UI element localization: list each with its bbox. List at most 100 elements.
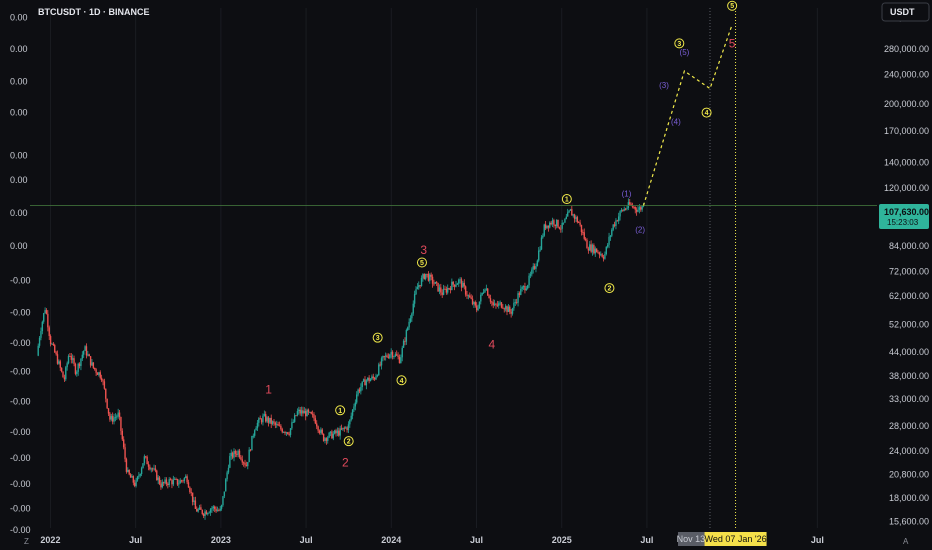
candle-body [94,367,96,370]
candle-body [223,491,226,497]
wave-circle-number: 1 [338,408,342,415]
wave-circle [561,194,572,205]
candle-body [136,476,139,481]
candle-body [260,419,263,423]
candle-body [266,417,268,422]
candle-body [593,245,595,254]
candle-body [153,468,155,470]
wave-circle [396,375,407,386]
candle-body [400,357,402,364]
candle-body [615,220,617,226]
wave-minor-label: (1) [622,189,632,198]
candle-body [569,209,572,211]
candle-body [140,468,143,475]
currency-button-label: USDT [890,7,915,17]
candle-body [193,500,195,502]
candle-body [477,308,479,311]
wave-circle-number: 4 [705,110,709,117]
candle-body [117,412,119,417]
left-axis-tick-label: 0.00 [10,12,28,22]
wave-minor-label: (2) [635,225,645,234]
candle-body [218,510,220,511]
candle-body [584,238,587,240]
candle-body [396,354,398,356]
candle-body [63,377,66,380]
wave-circle-label: 4 [396,375,407,386]
candle-body [364,379,366,386]
candle-body [464,286,467,295]
y-axis-tick-label: 170,000.00 [884,126,929,136]
candle-body [125,459,128,472]
candle-body [54,345,56,353]
candle-body [566,212,569,217]
candle-body [174,478,176,480]
candle-body [549,222,551,228]
wave-minor-label: (3) [659,81,669,90]
candle-body [595,248,598,253]
wave-circle-number: 5 [420,260,424,267]
y-axis-tick-label: 18,000.00 [889,493,929,503]
candle-body [597,252,599,254]
x-axis-tick-label: Jul [640,535,653,545]
candle-body [255,428,257,431]
candle-body [278,425,281,427]
candle-body [558,227,561,229]
candle-body [316,423,318,427]
candle-body [485,288,488,290]
candle-body [271,421,274,424]
left-axis-tick-label: -0.00 [10,479,31,489]
candle-body [606,244,609,247]
candle-body [281,429,283,433]
wave-circle-label: 4 [701,107,712,118]
y-axis-tick-label: 52,000.00 [889,320,929,330]
candle-body [470,297,472,299]
candle-body [509,306,511,312]
candle-body [91,362,93,366]
wave-circle-number: 3 [376,335,380,342]
candle-body [291,422,293,429]
candle-body [514,302,516,303]
candle-body [471,298,474,305]
candle-body [480,294,482,302]
candle-body [45,310,48,314]
candle-body [321,429,323,434]
wave-circle [727,0,738,11]
wave-circle [343,436,354,447]
currency-button[interactable]: USDT [881,2,930,22]
candle-body [360,387,362,392]
candle-body [342,427,344,430]
candle-body [571,209,573,216]
candle-body [605,246,607,255]
candle-body [179,480,181,484]
candle-body [167,483,169,485]
auto-scale-button[interactable]: A [903,537,909,546]
x-axis-tick-label: Jul [129,535,142,545]
left-axis-tick-label: 0.00 [10,76,28,86]
candle-body [451,281,453,291]
corner-label-left[interactable]: Z [24,537,29,546]
candle-body [507,306,510,312]
candle-body [580,224,583,233]
candle-body [389,354,391,358]
candle-body [427,273,430,281]
candle-body [536,260,539,267]
candle-body [383,356,385,357]
candle-body [127,469,129,472]
candle-body [165,479,168,484]
wave-circle-label: 5 [727,0,738,11]
candle-body [344,427,347,429]
candle-body [80,358,82,366]
candle-body [492,302,494,306]
candle-body [496,304,499,306]
candle-body [324,438,326,441]
wave-circle-number: 1 [565,197,569,204]
candle-body [201,509,203,514]
candle-body [81,354,84,359]
candle-body [328,432,330,438]
candle-body [560,228,562,230]
candle-body [234,451,237,454]
wave-circle [604,283,615,294]
candle-body [160,483,162,488]
